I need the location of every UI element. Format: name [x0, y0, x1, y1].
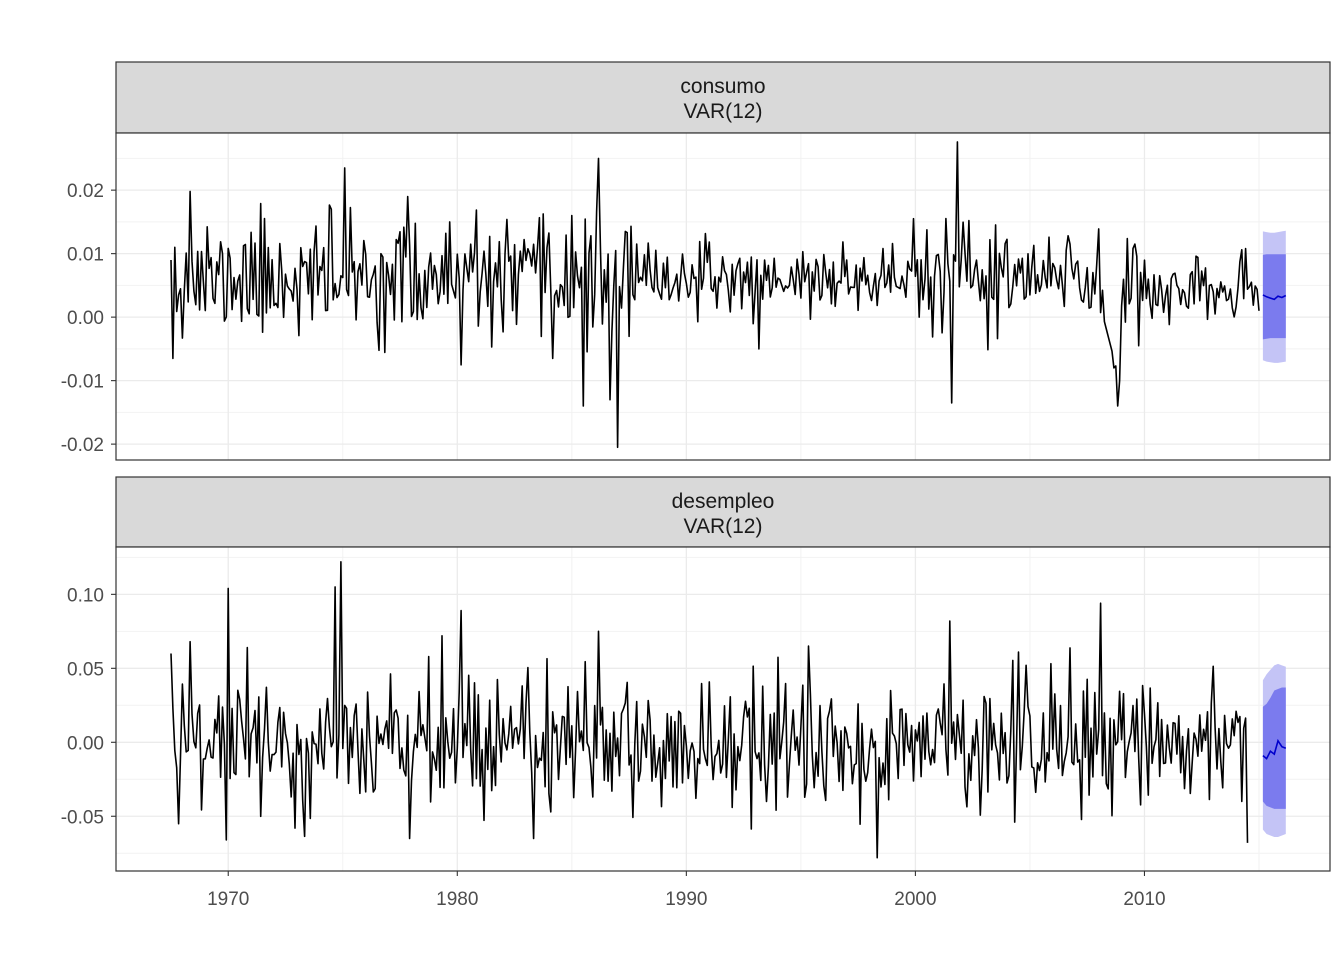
- y-tick-label: -0.01: [61, 372, 104, 393]
- x-tick-label: 2000: [894, 889, 936, 910]
- x-tick-label: 2010: [1123, 889, 1165, 910]
- x-tick-label: 1990: [665, 889, 707, 910]
- forecast-mean-line: [1262, 294, 1287, 301]
- series-line-consumo: [170, 141, 1260, 449]
- strip-variable-label: consumo: [680, 75, 765, 98]
- y-tick-label: 0.05: [67, 659, 104, 680]
- y-tick-label: 0.00: [67, 308, 104, 329]
- panel-border: [115, 132, 1331, 461]
- strip-model-label: VAR(12): [684, 515, 763, 538]
- strip-background: [115, 61, 1331, 134]
- strip-background: [115, 476, 1331, 548]
- panel-border: [115, 546, 1331, 872]
- y-tick-label: -0.02: [61, 435, 104, 456]
- y-tick-label: 0.02: [67, 181, 104, 202]
- plot-background: [116, 133, 1330, 460]
- series-line-desempleo: [170, 560, 1249, 859]
- forecast-interval-80: [1262, 254, 1286, 340]
- y-tick-label: -0.05: [61, 807, 104, 828]
- forecast-interval-80: [1262, 687, 1286, 809]
- y-tick-label: 0.01: [67, 245, 104, 266]
- x-tick-label: 1980: [436, 889, 478, 910]
- strip-model-label: VAR(12): [684, 100, 763, 123]
- strip-variable-label: desempleo: [672, 490, 775, 513]
- y-tick-label: 0.00: [67, 733, 104, 754]
- y-tick-label: 0.10: [67, 585, 104, 606]
- forecast-mean-line: [1262, 738, 1287, 760]
- x-tick-label: 1970: [207, 889, 249, 910]
- plot-background: [116, 547, 1330, 871]
